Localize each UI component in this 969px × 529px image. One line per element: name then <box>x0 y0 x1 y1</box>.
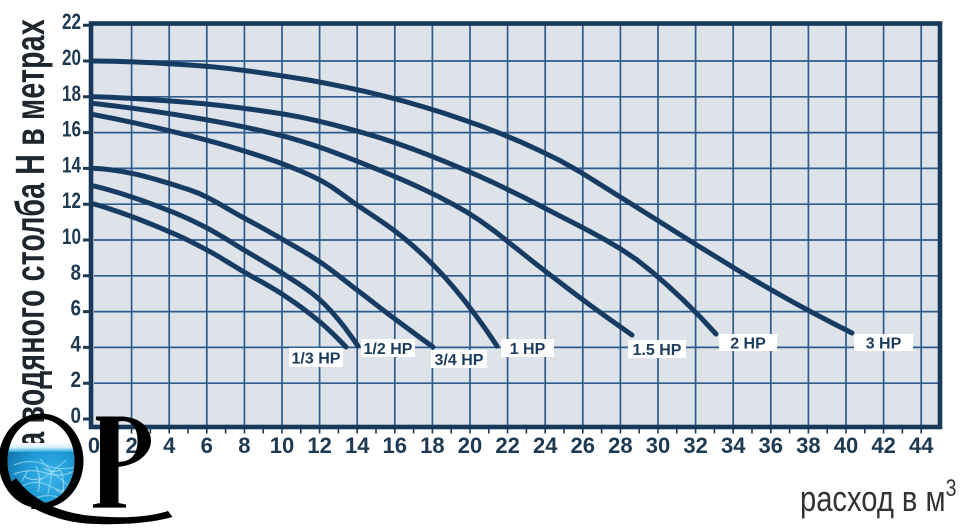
svg-text:8: 8 <box>71 260 82 285</box>
svg-text:44: 44 <box>909 433 934 458</box>
svg-text:16: 16 <box>383 433 407 458</box>
svg-text:1 HP: 1 HP <box>510 341 546 358</box>
svg-text:4: 4 <box>163 433 176 458</box>
svg-text:3 HP: 3 HP <box>866 336 902 353</box>
svg-text:10: 10 <box>62 224 81 249</box>
svg-text:18: 18 <box>62 81 81 106</box>
svg-text:40: 40 <box>834 433 858 458</box>
svg-text:34: 34 <box>721 433 746 458</box>
svg-text:18: 18 <box>420 433 444 458</box>
svg-text:6: 6 <box>71 296 82 321</box>
svg-text:26: 26 <box>571 433 595 458</box>
svg-text:24: 24 <box>533 433 558 458</box>
svg-text:20: 20 <box>458 433 482 458</box>
svg-text:14: 14 <box>62 152 82 177</box>
svg-text:2: 2 <box>125 433 137 458</box>
svg-text:22: 22 <box>495 433 519 458</box>
svg-text:12: 12 <box>307 433 331 458</box>
svg-text:16: 16 <box>62 117 81 142</box>
svg-text:8: 8 <box>238 433 250 458</box>
svg-text:2: 2 <box>71 367 82 392</box>
svg-text:4: 4 <box>71 331 82 356</box>
svg-text:1/2 HP: 1/2 HP <box>364 341 413 358</box>
svg-text:22: 22 <box>62 9 81 34</box>
svg-text:42: 42 <box>871 433 895 458</box>
svg-text:20: 20 <box>62 45 81 70</box>
svg-text:32: 32 <box>683 433 707 458</box>
svg-text:28: 28 <box>608 433 632 458</box>
svg-text:0: 0 <box>88 433 100 458</box>
svg-text:36: 36 <box>759 433 783 458</box>
svg-text:0: 0 <box>71 403 82 428</box>
svg-text:6: 6 <box>201 433 213 458</box>
svg-text:10: 10 <box>270 433 294 458</box>
svg-text:1/3 HP: 1/3 HP <box>292 351 341 368</box>
svg-text:3/4 HP: 3/4 HP <box>435 352 484 369</box>
svg-text:12: 12 <box>62 188 81 213</box>
svg-text:расход в м3: расход в м3 <box>800 474 956 519</box>
svg-text:38: 38 <box>796 433 820 458</box>
svg-text:14: 14 <box>345 433 370 458</box>
svg-text:1.5 HP: 1.5 HP <box>633 342 682 359</box>
svg-text:2 HP: 2 HP <box>730 336 766 353</box>
svg-text:30: 30 <box>646 433 670 458</box>
